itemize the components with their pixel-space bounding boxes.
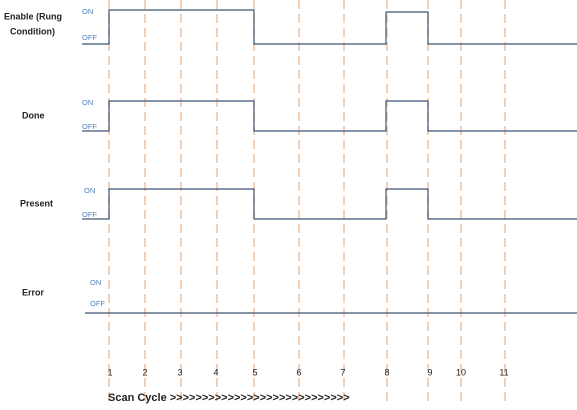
off-label: OFF (82, 33, 97, 42)
on-label: ON (90, 278, 101, 287)
scan-number: 7 (340, 367, 345, 377)
present-waveform (82, 188, 577, 220)
scan-number: 3 (177, 367, 182, 377)
signal-label: Error (22, 287, 45, 297)
off-label: OFF (90, 299, 105, 308)
scan-number: 1 (107, 367, 112, 377)
on-label: ON (82, 98, 93, 107)
scan-number: 6 (296, 367, 301, 377)
scan-number: 5 (252, 367, 257, 377)
signal-label: Done (22, 110, 45, 120)
off-label: OFF (82, 122, 97, 131)
enable-waveform (82, 9, 577, 45)
on-label: ON (82, 7, 93, 16)
signal-label: Present (20, 198, 53, 208)
scan-number: 10 (456, 367, 466, 377)
scan-number: 8 (384, 367, 389, 377)
scan-number: 11 (499, 367, 508, 377)
scan-number: 4 (213, 367, 218, 377)
scan-number: 2 (142, 367, 147, 377)
off-label: OFF (82, 210, 97, 219)
axis-label: Scan Cycle >>>>>>>>>>>>>>>>>>>>>>>>>>>> (108, 392, 350, 404)
signal-label: Enable (Rung (4, 11, 62, 21)
scan-gridlines (108, 0, 506, 405)
scan-number: 9 (427, 367, 432, 377)
done-waveform (82, 100, 577, 132)
on-label: ON (84, 186, 95, 195)
signal-label: Condition) (10, 26, 55, 36)
